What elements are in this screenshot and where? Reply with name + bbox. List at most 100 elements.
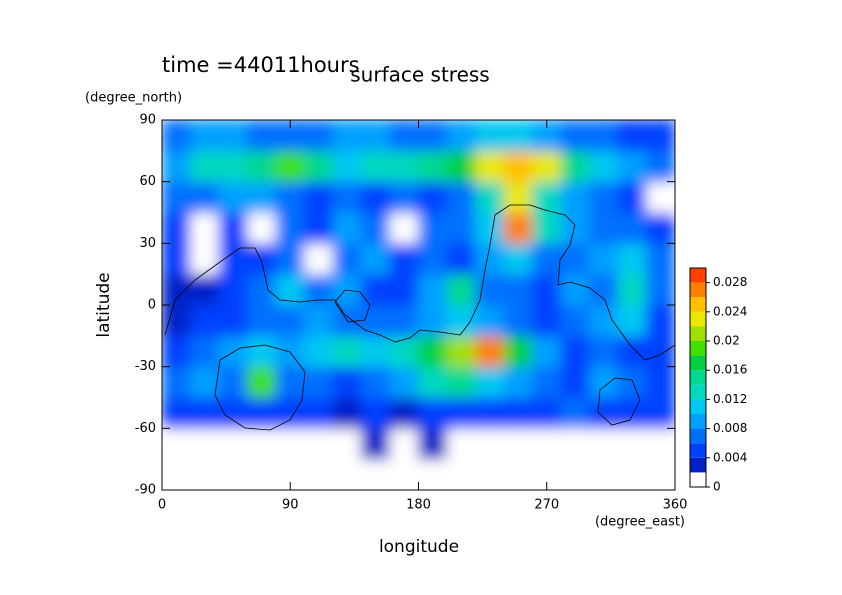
field-cell xyxy=(589,427,619,460)
field-cell xyxy=(275,212,305,244)
field-cell xyxy=(446,150,476,183)
field-cell xyxy=(190,273,220,306)
field-cell xyxy=(361,304,391,337)
x-tick-label: 0 xyxy=(158,498,166,513)
field-cell xyxy=(218,304,248,337)
field-cell xyxy=(503,120,533,152)
colorbar-frame xyxy=(689,267,707,488)
field-cell xyxy=(162,335,191,368)
field-cell xyxy=(503,304,533,337)
field-cell xyxy=(218,427,248,460)
field-cell xyxy=(418,366,448,398)
field-cell xyxy=(389,397,419,429)
y-tick-label: -60 xyxy=(135,421,156,436)
field-cell xyxy=(418,181,448,213)
y-tick-label: -90 xyxy=(135,483,156,498)
field-cell xyxy=(361,181,391,213)
field-cell xyxy=(190,458,220,490)
field-cell xyxy=(532,304,562,337)
field-cell xyxy=(617,366,647,398)
field-cell xyxy=(389,366,419,398)
colorbar-tick-label: 0 xyxy=(713,480,721,494)
field-cell xyxy=(218,181,248,213)
colorbar-bin xyxy=(690,311,706,327)
field-cell xyxy=(190,304,220,337)
colorbar-bin xyxy=(690,414,706,429)
field-cell xyxy=(304,458,334,490)
field-cell xyxy=(332,273,362,306)
field-cell xyxy=(247,273,277,306)
y-tick-label: 30 xyxy=(139,236,156,251)
field-cell xyxy=(475,397,505,429)
field-cell xyxy=(389,427,419,460)
y-tick-label: 90 xyxy=(139,113,156,128)
field-cell xyxy=(646,397,675,429)
field-cell xyxy=(560,427,590,460)
field-cell xyxy=(475,427,505,460)
x-tick-label: 90 xyxy=(282,498,299,513)
field-cell xyxy=(589,212,619,244)
field-cell xyxy=(389,273,419,306)
field-cell xyxy=(162,181,191,213)
field-cell xyxy=(418,120,448,152)
field-cell xyxy=(190,427,220,460)
field-cell xyxy=(332,366,362,398)
colorbar-tick-label: 0.012 xyxy=(713,392,747,406)
field-cell xyxy=(646,427,675,460)
field-cell xyxy=(617,397,647,429)
field-cell xyxy=(646,366,675,398)
x-tick-label: 360 xyxy=(663,498,688,513)
field-cell xyxy=(646,150,675,183)
field-cell xyxy=(418,397,448,429)
field-cell xyxy=(418,335,448,368)
field-cell xyxy=(361,120,391,152)
field-cell xyxy=(247,458,277,490)
field-cell xyxy=(589,397,619,429)
field-cell xyxy=(532,273,562,306)
field-cell xyxy=(162,212,191,244)
field-cell xyxy=(247,181,277,213)
field-cell xyxy=(532,242,562,275)
field-cell xyxy=(560,120,590,152)
colorbar-bin xyxy=(690,297,706,312)
field-cell xyxy=(418,427,448,460)
field-cell xyxy=(389,458,419,490)
field-cell xyxy=(446,212,476,244)
field-cell xyxy=(446,120,476,152)
colorbar: 0 0.004 0.008 0.012 0.016 0.02 0.024 0.028 xyxy=(689,267,747,494)
colorbar-bin xyxy=(690,399,706,414)
coastline xyxy=(214,344,306,431)
field-cell xyxy=(446,335,476,368)
x-tick-label: 270 xyxy=(534,498,559,513)
field-cell xyxy=(617,335,647,368)
field-cell xyxy=(475,120,505,152)
field-cell xyxy=(275,150,305,183)
field-cell xyxy=(646,181,675,213)
field-cell xyxy=(418,212,448,244)
field-cell xyxy=(646,212,675,244)
coastline xyxy=(164,204,676,361)
field-cell xyxy=(418,458,448,490)
field-cell xyxy=(275,181,305,213)
field-cell xyxy=(304,366,334,398)
field-cell xyxy=(247,304,277,337)
y-axis-label: latitude xyxy=(94,272,114,337)
field-cell xyxy=(247,212,277,244)
field-cell xyxy=(247,397,277,429)
field-cell xyxy=(532,397,562,429)
field-cell xyxy=(503,181,533,213)
field-cell xyxy=(389,335,419,368)
field-cell xyxy=(190,150,220,183)
field-cell xyxy=(646,242,675,275)
field-cell xyxy=(560,181,590,213)
y-tick-label: 0 xyxy=(148,298,156,313)
field-cell xyxy=(475,212,505,244)
field-cell xyxy=(275,335,305,368)
field-cell xyxy=(218,458,248,490)
y-unit: (degree_north) xyxy=(85,91,182,106)
field-cell xyxy=(617,273,647,306)
field-cell xyxy=(503,397,533,429)
field-cell xyxy=(190,181,220,213)
field-cell xyxy=(275,366,305,398)
field-cell xyxy=(190,212,220,244)
